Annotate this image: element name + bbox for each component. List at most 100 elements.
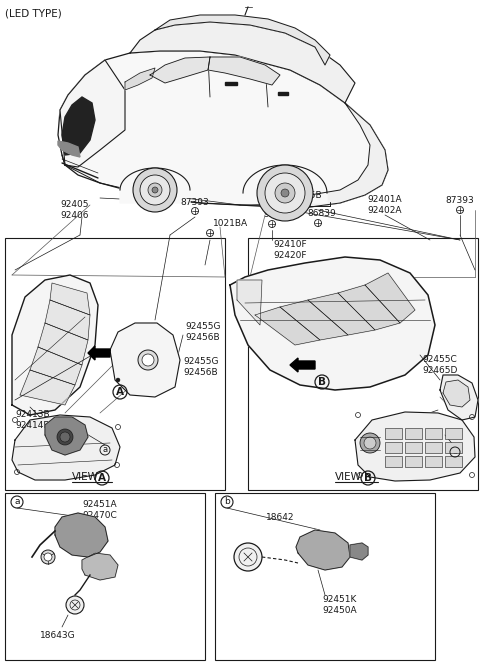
Text: 87393: 87393 xyxy=(445,196,474,205)
Polygon shape xyxy=(308,293,375,335)
Circle shape xyxy=(275,183,295,203)
Polygon shape xyxy=(280,300,348,340)
Polygon shape xyxy=(237,280,262,325)
Text: 86839: 86839 xyxy=(308,209,336,217)
Polygon shape xyxy=(350,543,368,560)
Polygon shape xyxy=(208,57,280,85)
Polygon shape xyxy=(443,380,470,407)
Text: a: a xyxy=(14,497,20,507)
Polygon shape xyxy=(20,370,75,405)
Bar xyxy=(385,456,402,467)
Polygon shape xyxy=(82,553,118,580)
Polygon shape xyxy=(55,513,108,557)
Polygon shape xyxy=(255,307,320,345)
Polygon shape xyxy=(58,51,388,207)
Circle shape xyxy=(360,433,380,453)
Bar xyxy=(5,493,205,660)
Bar xyxy=(385,442,402,453)
Text: A: A xyxy=(116,387,124,397)
Polygon shape xyxy=(338,285,400,330)
Text: b: b xyxy=(452,448,458,456)
Text: a: a xyxy=(102,446,108,454)
Polygon shape xyxy=(62,97,95,155)
Bar xyxy=(385,428,402,439)
Text: 92451A
92470C: 92451A 92470C xyxy=(83,500,118,520)
Bar xyxy=(405,456,422,467)
Text: VIEW: VIEW xyxy=(335,472,362,482)
Polygon shape xyxy=(440,375,478,420)
Polygon shape xyxy=(120,168,190,203)
Circle shape xyxy=(44,553,52,561)
Bar xyxy=(445,442,462,453)
Text: (LED TYPE): (LED TYPE) xyxy=(5,8,62,18)
Bar xyxy=(215,493,435,660)
Text: 92482: 92482 xyxy=(264,209,292,219)
Circle shape xyxy=(41,550,55,564)
Text: B: B xyxy=(318,377,326,387)
Polygon shape xyxy=(88,346,110,360)
Polygon shape xyxy=(60,60,125,167)
Text: 92455C
92465D: 92455C 92465D xyxy=(422,355,458,374)
Text: 18643G: 18643G xyxy=(40,630,76,640)
Circle shape xyxy=(257,165,313,221)
Polygon shape xyxy=(12,415,120,480)
Text: 92401A
92402A: 92401A 92402A xyxy=(368,196,402,215)
Polygon shape xyxy=(310,103,388,207)
Circle shape xyxy=(142,354,154,366)
Circle shape xyxy=(281,189,289,197)
Text: 92455G
92456B: 92455G 92456B xyxy=(185,323,220,342)
Bar xyxy=(405,428,422,439)
Circle shape xyxy=(60,432,70,442)
Circle shape xyxy=(148,183,162,197)
Polygon shape xyxy=(230,257,435,390)
Bar xyxy=(248,238,478,490)
Circle shape xyxy=(152,187,158,193)
Text: 92435B: 92435B xyxy=(288,190,322,200)
Text: 92455G
92456B: 92455G 92456B xyxy=(183,357,218,376)
Circle shape xyxy=(364,437,376,449)
Circle shape xyxy=(138,350,158,370)
Bar xyxy=(5,238,225,490)
Circle shape xyxy=(140,175,170,205)
Text: A: A xyxy=(98,473,106,483)
Circle shape xyxy=(116,378,120,382)
Bar xyxy=(425,456,442,467)
Polygon shape xyxy=(130,22,355,103)
Bar xyxy=(425,442,442,453)
Circle shape xyxy=(234,543,262,571)
Bar xyxy=(445,428,462,439)
Text: VIEW: VIEW xyxy=(72,472,99,482)
Text: 92410F
92420F: 92410F 92420F xyxy=(273,240,307,260)
Polygon shape xyxy=(110,323,180,397)
Polygon shape xyxy=(30,347,82,385)
Text: 92413B
92414B: 92413B 92414B xyxy=(15,410,49,430)
Polygon shape xyxy=(296,530,350,570)
Text: 1021BA: 1021BA xyxy=(213,219,248,227)
Text: 18642: 18642 xyxy=(266,513,294,521)
Bar xyxy=(425,428,442,439)
Text: 92405
92406: 92405 92406 xyxy=(61,200,89,219)
Polygon shape xyxy=(12,275,98,415)
Circle shape xyxy=(66,596,84,614)
Text: 87393: 87393 xyxy=(180,198,209,207)
Polygon shape xyxy=(125,68,155,90)
Circle shape xyxy=(57,429,73,445)
Bar xyxy=(225,82,237,85)
Polygon shape xyxy=(45,300,90,340)
Text: B: B xyxy=(364,473,372,483)
Polygon shape xyxy=(50,283,90,315)
Polygon shape xyxy=(243,165,327,203)
Bar xyxy=(445,456,462,467)
Bar xyxy=(405,442,422,453)
Circle shape xyxy=(265,173,305,213)
Polygon shape xyxy=(365,273,415,323)
Text: 92451K
92450A: 92451K 92450A xyxy=(323,595,357,614)
Polygon shape xyxy=(155,15,330,65)
Text: b: b xyxy=(224,497,230,507)
Polygon shape xyxy=(355,412,475,481)
Bar xyxy=(278,92,288,95)
Polygon shape xyxy=(290,358,315,372)
Polygon shape xyxy=(45,417,88,455)
Polygon shape xyxy=(38,323,88,365)
Polygon shape xyxy=(58,141,80,157)
